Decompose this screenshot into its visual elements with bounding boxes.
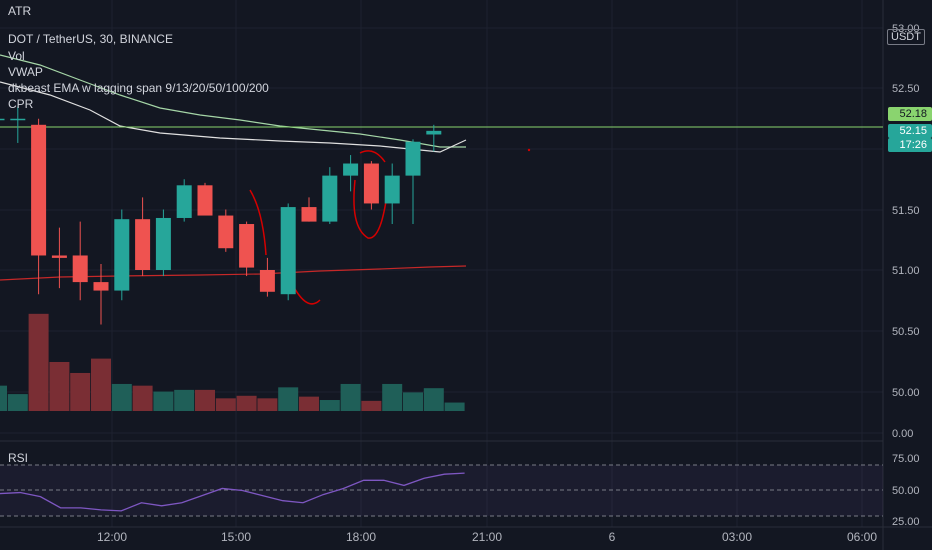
dot-marker [527,148,531,152]
candle-up [0,118,5,121]
candle-down [197,185,213,216]
volume-bar [299,396,319,411]
candle-down [218,215,234,249]
time-label: 18:00 [346,530,376,544]
time-axis: 12:00 15:00 18:00 21:00 6 03:00 06:00 [97,530,877,544]
candle-up [384,175,400,204]
volume-bar [340,383,361,411]
price-tag-last: 52.15 [888,124,932,138]
candle-down [259,270,275,292]
volume-bar [111,383,132,411]
volume-bar [278,387,299,411]
candle-down [93,282,109,291]
ema-fast-line [249,150,389,305]
vwap-line [0,81,467,153]
price-label: 51.00 [892,265,920,277]
legend-vol[interactable]: Vol [8,49,25,63]
rsi-axis-label: 50.00 [892,485,920,497]
rsi-axis-label: 75.00 [892,453,920,465]
candle-down [31,124,47,256]
candles [0,106,442,325]
candle-up [405,141,421,176]
currency-button[interactable]: USDT [887,29,925,45]
candle-down [363,163,379,204]
atr-label[interactable]: ATR [8,4,32,18]
volume-bar [195,389,215,411]
volume-bar [236,395,257,411]
candle-up [343,163,359,176]
candle-down [239,224,255,268]
price-tag-high: 52.18 [888,107,932,121]
price-label: 51.50 [892,205,920,217]
legend-vwap[interactable]: VWAP [8,65,43,79]
rsi-axis-label: 25.00 [892,516,920,528]
volume-bar [444,402,465,411]
legend-ema[interactable]: dkbeast EMA w lagging span 9/13/20/50/10… [8,81,269,95]
volume-bar [70,372,91,411]
volume-bar [153,391,174,411]
candle-down [72,255,88,283]
candle-down [135,219,151,270]
candle-up [426,130,442,135]
volume-bar [257,398,278,411]
candle-up [10,118,26,121]
rsi-line [0,472,465,512]
volume-bar [0,385,7,411]
volume-bar [28,313,49,411]
cpr-line [0,265,467,281]
volume-bar [49,361,70,411]
candle-down [51,255,67,258]
volume-bar [91,358,111,411]
volume-bar [361,400,382,411]
volume-bar [132,385,153,411]
candle-up [176,185,192,218]
time-label: 06:00 [847,530,877,544]
candle-up [114,219,130,291]
volume-bar [215,398,236,411]
price-label: 50.50 [892,326,920,338]
ema-line [0,54,466,148]
candle-up [280,207,296,295]
volume-bar [382,383,403,411]
time-label: 6 [609,530,616,544]
rsi-label[interactable]: RSI [8,451,29,465]
volume-bar [174,389,195,411]
volume-bar [423,388,444,411]
symbol-title[interactable]: DOT / TetherUS, 30, BINANCE [8,32,173,46]
rsi-pane [0,464,883,517]
time-label: 21:00 [472,530,502,544]
time-label: 15:00 [221,530,251,544]
volume-bar [319,400,340,411]
volume-bar [403,392,423,411]
price-label: 50.00 [892,387,920,399]
time-label: 03:00 [722,530,752,544]
price-label: 0.00 [892,428,913,440]
legend-cpr[interactable]: CPR [8,97,34,111]
candle-up [155,217,171,270]
countdown-timer: 17:26 [888,138,932,152]
candle-up [322,175,338,222]
price-axis: 53.0052.5051.5051.0050.5050.000.0075.005… [892,23,920,528]
volume-bars [0,313,465,411]
candle-down [301,207,317,222]
volume-bar [7,394,28,411]
price-label: 52.50 [892,83,920,95]
time-label: 12:00 [97,530,127,544]
